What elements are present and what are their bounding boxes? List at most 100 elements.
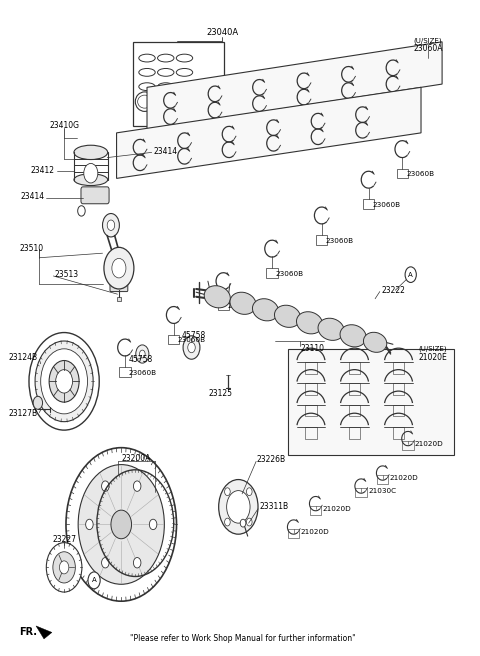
Ellipse shape xyxy=(363,333,387,352)
Bar xyxy=(396,169,408,178)
Text: FR.: FR. xyxy=(19,627,37,638)
Circle shape xyxy=(112,258,126,278)
Bar xyxy=(349,427,360,439)
Circle shape xyxy=(225,488,230,495)
Ellipse shape xyxy=(230,292,256,314)
Ellipse shape xyxy=(275,305,300,327)
Circle shape xyxy=(102,558,109,568)
Text: 23060B: 23060B xyxy=(276,271,304,277)
Circle shape xyxy=(85,520,93,529)
Text: 21020D: 21020D xyxy=(415,441,444,447)
FancyBboxPatch shape xyxy=(81,187,109,204)
Text: 23414: 23414 xyxy=(21,192,45,201)
Circle shape xyxy=(227,298,229,302)
Text: 45758: 45758 xyxy=(181,331,205,340)
Bar xyxy=(402,441,414,449)
Text: A: A xyxy=(92,577,96,583)
Circle shape xyxy=(35,341,93,422)
Bar xyxy=(168,335,180,344)
Bar xyxy=(393,362,404,373)
Circle shape xyxy=(78,464,164,584)
Bar xyxy=(133,42,224,127)
Circle shape xyxy=(29,333,99,430)
Circle shape xyxy=(107,220,115,230)
Circle shape xyxy=(149,520,157,529)
Text: 23060B: 23060B xyxy=(129,369,157,376)
Circle shape xyxy=(240,520,246,527)
Circle shape xyxy=(188,342,195,353)
Circle shape xyxy=(133,481,141,491)
Text: 23510: 23510 xyxy=(19,244,43,253)
Circle shape xyxy=(46,543,82,592)
Text: 23124B: 23124B xyxy=(9,353,38,361)
Circle shape xyxy=(405,267,416,283)
Bar xyxy=(356,488,367,497)
Circle shape xyxy=(41,349,87,414)
Ellipse shape xyxy=(340,325,366,347)
Text: 23060A: 23060A xyxy=(413,44,443,53)
Bar xyxy=(393,427,404,439)
Text: 23410G: 23410G xyxy=(49,121,79,130)
Circle shape xyxy=(225,518,230,526)
Text: 23513: 23513 xyxy=(55,270,79,279)
Text: 23060B: 23060B xyxy=(372,202,400,208)
Bar xyxy=(117,297,121,300)
Polygon shape xyxy=(117,87,421,178)
Circle shape xyxy=(33,396,43,409)
Text: 23060B: 23060B xyxy=(178,337,205,343)
Bar xyxy=(288,529,299,538)
Text: 23311B: 23311B xyxy=(259,502,288,512)
Bar xyxy=(393,405,404,417)
Circle shape xyxy=(183,336,200,359)
Text: (U/SIZE): (U/SIZE) xyxy=(419,346,447,352)
Ellipse shape xyxy=(252,298,278,321)
FancyBboxPatch shape xyxy=(110,283,128,291)
Text: 23060B: 23060B xyxy=(406,171,434,177)
Text: 23127B: 23127B xyxy=(9,409,38,419)
Circle shape xyxy=(49,361,79,402)
Circle shape xyxy=(133,558,141,568)
Circle shape xyxy=(66,447,177,601)
Circle shape xyxy=(104,247,134,289)
Text: 23040A: 23040A xyxy=(206,28,238,37)
Ellipse shape xyxy=(74,174,108,186)
Text: 23110: 23110 xyxy=(300,344,324,354)
Text: 21020E: 21020E xyxy=(419,353,447,361)
Polygon shape xyxy=(147,42,442,130)
Text: (U/SIZE): (U/SIZE) xyxy=(414,37,443,44)
Circle shape xyxy=(60,561,69,574)
Bar xyxy=(316,235,327,245)
Text: 21030C: 21030C xyxy=(368,488,396,494)
Ellipse shape xyxy=(297,312,323,334)
Ellipse shape xyxy=(204,286,230,308)
Bar xyxy=(218,300,229,310)
Circle shape xyxy=(84,163,98,183)
Bar xyxy=(120,367,131,377)
Ellipse shape xyxy=(74,145,108,159)
Ellipse shape xyxy=(318,318,344,340)
Circle shape xyxy=(140,350,145,358)
Bar xyxy=(363,199,374,209)
Bar xyxy=(377,475,388,484)
Text: 23200A: 23200A xyxy=(121,453,151,462)
Bar xyxy=(349,362,360,373)
Bar xyxy=(349,405,360,417)
Text: 23412: 23412 xyxy=(31,166,55,175)
Circle shape xyxy=(103,213,120,237)
Circle shape xyxy=(136,345,149,363)
Circle shape xyxy=(219,480,258,534)
Circle shape xyxy=(88,572,100,589)
Text: 23125: 23125 xyxy=(208,388,232,398)
Text: 23060B: 23060B xyxy=(325,237,354,243)
Bar xyxy=(305,362,317,373)
Text: 23222: 23222 xyxy=(381,286,405,295)
Text: "Please refer to Work Shop Manual for further information": "Please refer to Work Shop Manual for fu… xyxy=(130,634,356,644)
Bar xyxy=(310,506,321,515)
Bar xyxy=(305,383,317,395)
Bar xyxy=(266,268,278,278)
Text: A: A xyxy=(408,272,413,277)
Text: 45758: 45758 xyxy=(128,355,153,363)
Text: 23060B: 23060B xyxy=(227,303,255,309)
Text: 23414: 23414 xyxy=(153,146,177,155)
Circle shape xyxy=(102,481,109,491)
